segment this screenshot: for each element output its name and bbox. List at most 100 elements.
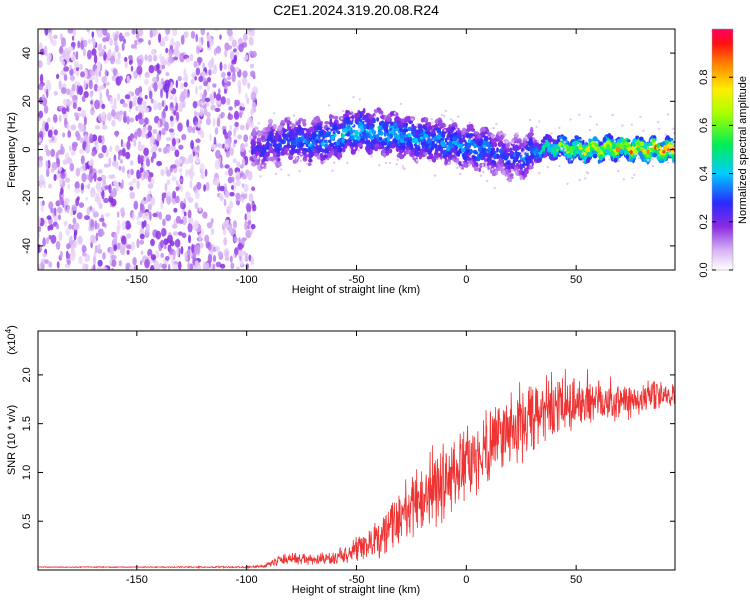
noise-blob: [56, 223, 60, 230]
noise-blob: [71, 250, 74, 258]
noise-blob: [205, 117, 211, 126]
signal-blob: [487, 131, 490, 137]
noise-blob: [198, 207, 202, 212]
noise-blob: [214, 107, 221, 112]
signal-blob: [309, 151, 315, 157]
signal-blob: [598, 141, 604, 146]
signal-blob: [658, 159, 662, 164]
noise-blob: [103, 197, 109, 204]
signal-blob: [346, 124, 351, 129]
signal-blob: [486, 148, 489, 152]
noise-blob: [161, 100, 165, 107]
signal-blob: [586, 156, 591, 162]
noise-blob: [93, 263, 96, 270]
signal-blob: [448, 134, 454, 139]
noise-blob: [219, 162, 223, 168]
signal-blob: [596, 148, 601, 153]
noise-blob: [209, 38, 214, 47]
noise-blob: [181, 133, 187, 141]
noise-blob: [78, 255, 83, 265]
noise-blob: [213, 136, 217, 146]
signal-blob: [580, 154, 584, 158]
colorbar-ticks: 0.0 0.2 0.4 0.6 0.8: [698, 70, 733, 278]
noise-blob: [111, 119, 116, 127]
noise-blob: [219, 185, 225, 192]
noise-blob: [143, 147, 150, 156]
faint-blob: [443, 114, 446, 118]
noise-blob: [233, 253, 236, 259]
noise-blob: [134, 39, 138, 46]
signal-blob: [305, 133, 310, 139]
faint-blob: [566, 182, 569, 185]
faint-blob: [492, 126, 495, 130]
signal-blob: [499, 153, 504, 157]
noise-blob: [173, 95, 178, 105]
noise-blob: [190, 140, 195, 150]
noise-blob: [94, 220, 98, 230]
noise-blob: [94, 125, 101, 130]
faint-blob: [516, 132, 519, 135]
noise-blob: [136, 65, 143, 75]
noise-blob: [104, 212, 111, 217]
noise-blob: [161, 110, 166, 120]
noise-blob: [227, 130, 232, 137]
spectrogram-y-ticks: -40 -20 0 20 40: [21, 47, 675, 254]
faint-blob: [298, 170, 301, 173]
noise-blob: [171, 224, 178, 229]
noise-blob: [219, 61, 223, 72]
noise-blob: [244, 93, 248, 100]
noise-blob: [164, 182, 168, 192]
faint-blob: [617, 159, 621, 163]
noise-blob: [117, 219, 120, 226]
noise-blob: [165, 71, 170, 77]
noise-blob: [146, 193, 152, 203]
signal-blob: [487, 144, 492, 148]
faint-blob: [295, 157, 299, 160]
noise-blob: [127, 136, 131, 142]
noise-blob: [48, 183, 52, 189]
noise-blob: [67, 100, 73, 106]
noise-blob: [50, 168, 55, 173]
noise-blob: [42, 252, 47, 258]
signal-blob: [599, 154, 603, 159]
noise-blob: [121, 165, 125, 173]
noise-blob: [147, 183, 154, 189]
signal-blob: [307, 129, 310, 133]
noise-blob: [198, 75, 204, 83]
faint-blob: [630, 123, 633, 126]
noise-blob: [234, 121, 239, 128]
faint-blob: [469, 155, 472, 158]
noise-blob: [183, 211, 187, 217]
noise-blob: [210, 228, 215, 235]
noise-blob: [67, 29, 74, 34]
signal-blob: [631, 145, 635, 151]
signal-blob: [323, 154, 328, 159]
noise-blob: [103, 163, 110, 168]
faint-blob: [459, 172, 462, 176]
noise-blob: [67, 46, 74, 52]
signal-blob: [562, 136, 568, 141]
signal-blob: [330, 135, 335, 141]
noise-blob: [72, 29, 76, 37]
noise-blob: [171, 138, 176, 147]
faint-blob: [550, 132, 553, 135]
faint-blob: [455, 162, 458, 165]
noise-blob: [150, 238, 155, 247]
noise-blob: [88, 79, 93, 90]
noise-blob: [169, 94, 174, 101]
signal-blob: [438, 122, 443, 128]
faint-blob: [657, 121, 660, 124]
noise-blob: [231, 185, 234, 190]
noise-blob: [149, 265, 155, 270]
signal-blob: [545, 141, 551, 146]
signal-blob: [413, 138, 418, 144]
signal-blob: [400, 145, 406, 149]
signal-blob: [369, 135, 374, 140]
noise-blob: [202, 211, 208, 219]
noise-blob: [223, 199, 227, 207]
signal-blob: [520, 142, 525, 148]
signal-blob: [297, 136, 302, 143]
signal-blob: [389, 133, 394, 139]
signal-blob: [512, 147, 518, 151]
noise-blob: [67, 183, 71, 190]
